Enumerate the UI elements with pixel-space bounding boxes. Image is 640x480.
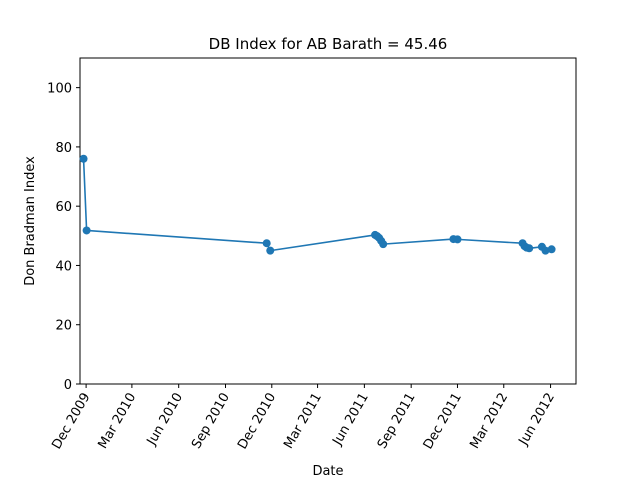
y-tick-label: 40 [55,259,72,274]
series-layer [79,154,556,255]
plot-area-frame [79,57,577,385]
x-axis-label: Date [312,464,343,479]
data-point [82,226,91,235]
x-tick-label: Jun 2010 [144,391,186,449]
x-tick-label: Mar 2011 [281,391,325,452]
data-point [79,154,88,163]
y-axis: 0 20 40 60 80 100 [47,82,80,393]
x-tick-label: Mar 2012 [467,391,511,452]
x-tick-label: Jun 2011 [330,391,372,449]
data-point [266,246,275,255]
x-tick-label: Jun 2012 [516,391,558,449]
data-point [547,245,556,254]
data-point [525,244,534,253]
chart-title: DB Index for AB Barath = 45.46 [209,35,448,53]
data-point [262,239,271,248]
y-tick-label: 0 [64,378,72,393]
y-tick-label: 100 [47,82,72,97]
data-point [379,240,388,249]
x-tick-label: Mar 2010 [95,391,139,452]
x-tick-label: Dec 2010 [235,391,279,453]
y-tick-label: 60 [55,200,72,215]
x-tick-label: Sep 2010 [189,391,233,452]
y-axis-label: Don Bradman Index [23,156,38,286]
data-point [541,246,550,255]
y-tick-label: 20 [55,319,72,334]
y-tick-label: 80 [55,141,72,156]
x-axis: Dec 2009 Mar 2010 Jun 2010 Sep 2010 Dec 2010… [49,384,558,452]
data-point [453,235,462,244]
x-tick-label: Sep 2011 [375,391,419,452]
x-tick-label: Dec 2009 [49,391,93,453]
x-tick-label: Dec 2011 [421,391,465,453]
